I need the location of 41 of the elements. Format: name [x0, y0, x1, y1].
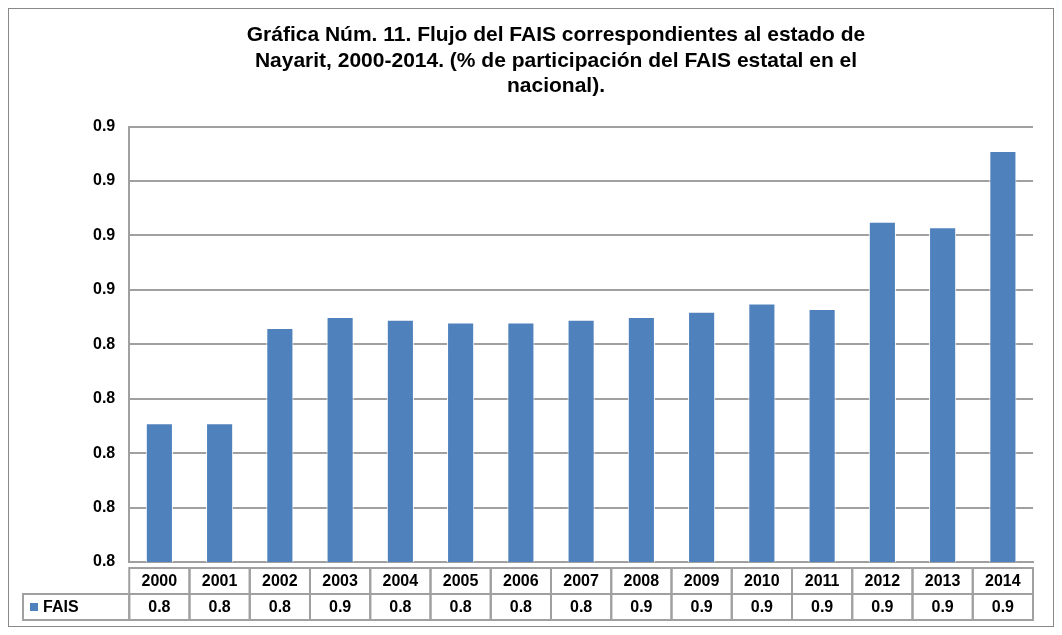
- data-label: 0.8: [570, 598, 593, 616]
- data-label: 0.8: [208, 598, 231, 616]
- data-label: 0.9: [750, 598, 774, 616]
- y-tick-label: 0.9: [92, 117, 116, 135]
- x-tick-label: 2010: [744, 572, 780, 590]
- data-label: 0.8: [389, 598, 412, 616]
- legend-label: FAIS: [43, 598, 79, 616]
- chart-title: Gráfica Núm. 11. Flujo del FAIS correspondientes al estado de Nayarit, 2000-2014. (% de participación del FAIS estatal en el nacional).: [246, 22, 866, 96]
- y-tick-label: 0.8: [92, 552, 116, 570]
- y-tick-label: 0.8: [92, 497, 116, 515]
- data-label: 0.9: [690, 598, 713, 616]
- x-tick-label: 2006: [503, 572, 539, 590]
- y-tick-label: 0.9: [92, 225, 116, 243]
- data-label: 0.8: [148, 598, 171, 616]
- data-label: 0.9: [991, 598, 1015, 616]
- x-tick-label: 2009: [683, 572, 720, 590]
- x-tick-label: 2003: [322, 572, 359, 590]
- x-tick-label: 2004: [382, 572, 419, 590]
- y-tick-label: 0.9: [92, 280, 116, 298]
- data-label: 0.9: [328, 598, 352, 616]
- x-tick-label: 2012: [864, 572, 901, 590]
- x-tick-label: 2011: [804, 572, 840, 590]
- data-label: 0.8: [509, 598, 533, 616]
- x-tick-label: 2008: [623, 572, 660, 590]
- x-tick-label: 2005: [442, 572, 479, 590]
- data-label: 0.8: [449, 598, 472, 616]
- y-tick-label: 0.8: [92, 334, 116, 352]
- x-tick-label: 2013: [924, 572, 961, 590]
- x-tick-label: 2001: [201, 572, 238, 590]
- data-label: 0.9: [811, 598, 834, 616]
- data-label: 0.9: [931, 598, 954, 616]
- y-tick-label: 0.9: [92, 171, 116, 189]
- x-tick-label: 2014: [985, 572, 1021, 590]
- x-tick-label: 2000: [141, 572, 178, 590]
- y-tick-label: 0.8: [92, 389, 116, 407]
- x-tick-label: 2007: [563, 572, 600, 590]
- data-label: 0.8: [268, 598, 292, 616]
- x-tick-label: 2002: [262, 572, 298, 590]
- y-tick-label: 0.8: [92, 443, 116, 461]
- data-label: 0.9: [630, 598, 653, 616]
- data-label: 0.9: [871, 598, 894, 616]
